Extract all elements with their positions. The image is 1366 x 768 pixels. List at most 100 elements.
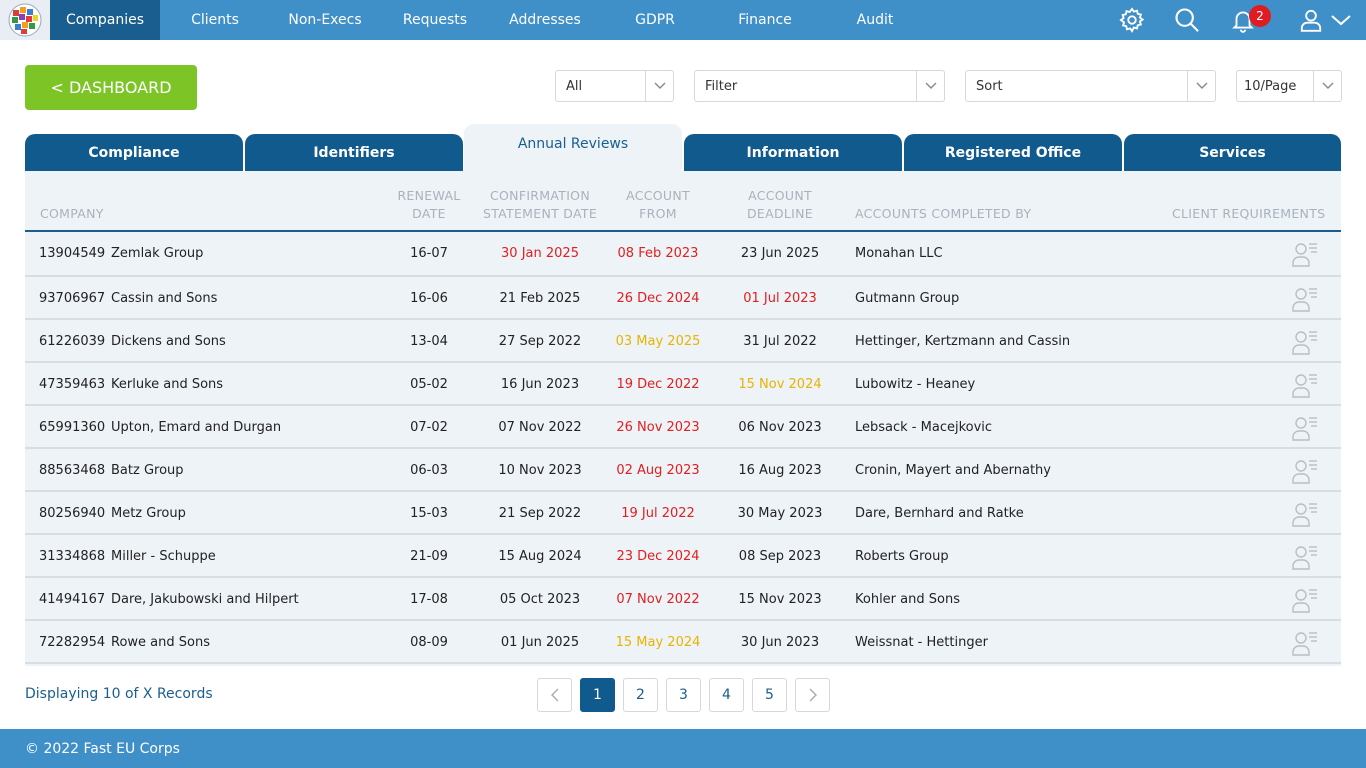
renewal-date: 17-08 xyxy=(410,592,448,607)
scope-select[interactable]: All xyxy=(555,70,674,102)
app-logo[interactable] xyxy=(0,0,50,40)
table-row[interactable]: 31334868 Miller - Schuppe 21-09 15 Aug 2024… xyxy=(25,535,1341,578)
company-name[interactable]: Rowe and Sons xyxy=(111,635,210,650)
gear-icon[interactable] xyxy=(1116,0,1148,40)
table-row[interactable]: 13904549 Zemlak Group 16-07 30 Jan 2025 08 F… xyxy=(25,232,1341,277)
nav-item-companies[interactable]: Companies xyxy=(50,0,160,40)
annual-reviews-table: COMPANY RENEWAL DATE CONFIRMATION STATEM… xyxy=(25,171,1341,666)
column-header-renewal-date[interactable]: RENEWAL DATE xyxy=(384,187,474,223)
tab-compliance[interactable]: Compliance xyxy=(25,134,243,171)
column-header-client-requirements[interactable]: CLIENT REQUIREMENTS xyxy=(1172,206,1326,221)
company-name[interactable]: Batz Group xyxy=(111,463,184,478)
tab-services[interactable]: Services xyxy=(1124,134,1341,171)
account-from-date: 26 Dec 2024 xyxy=(616,291,700,306)
search-icon[interactable] xyxy=(1172,0,1202,40)
table-row[interactable]: 88563468 Batz Group 06-03 10 Nov 2023 02 Aug… xyxy=(25,449,1341,492)
page-button-5[interactable]: 5 xyxy=(752,678,787,712)
column-header-line: ACCOUNT xyxy=(626,188,690,203)
company-number: 93706967 xyxy=(39,291,106,306)
confirmation-date: 16 Jun 2023 xyxy=(500,377,580,392)
dashboard-button[interactable]: < DASHBOARD xyxy=(25,65,197,110)
client-requirements-icon[interactable] xyxy=(1291,371,1319,399)
company-name[interactable]: Zemlak Group xyxy=(111,246,204,261)
company-number: 88563468 xyxy=(39,463,106,478)
table-row[interactable]: 72282954 Rowe and Sons 08-09 01 Jun 2025 15 … xyxy=(25,621,1341,664)
client-requirements-icon[interactable] xyxy=(1291,285,1319,313)
table-row[interactable]: 80256940 Metz Group 15-03 21 Sep 2022 19 Jul… xyxy=(25,492,1341,535)
page-button-1[interactable]: 1 xyxy=(580,678,615,712)
per-page-select[interactable]: 10/Page xyxy=(1236,70,1342,102)
account-deadline-date: 01 Jul 2023 xyxy=(743,291,817,306)
client-requirements-icon[interactable] xyxy=(1291,629,1319,657)
page-button-4[interactable]: 4 xyxy=(709,678,744,712)
column-header-account-deadline[interactable]: ACCOUNT DEADLINE xyxy=(730,187,830,223)
nav-item-label: Finance xyxy=(738,12,792,28)
client-requirements-icon[interactable] xyxy=(1291,543,1319,571)
accounts-completed-by: Lubowitz - Heaney xyxy=(855,377,976,392)
account-deadline-date: 23 Jun 2025 xyxy=(740,246,820,261)
company-name[interactable]: Dickens and Sons xyxy=(111,334,226,349)
prev-page-button[interactable] xyxy=(537,678,572,712)
renewal-date: 21-09 xyxy=(410,549,448,564)
next-page-button[interactable] xyxy=(795,678,830,712)
renewal-date: 16-07 xyxy=(410,246,448,261)
nav-item-gdpr[interactable]: GDPR xyxy=(600,0,710,40)
confirmation-date: 01 Jun 2025 xyxy=(500,635,580,650)
bell-icon[interactable] xyxy=(1228,0,1258,40)
user-icon[interactable] xyxy=(1296,0,1326,40)
company-name[interactable]: Upton, Emard and Durgan xyxy=(111,420,282,435)
renewal-date: 08-09 xyxy=(410,635,448,650)
column-header-company[interactable]: COMPANY xyxy=(40,206,104,221)
company-number: 47359463 xyxy=(39,377,106,392)
client-requirements-icon[interactable] xyxy=(1291,328,1319,356)
column-header-confirmation[interactable]: CONFIRMATION STATEMENT DATE xyxy=(475,187,605,223)
table-row[interactable]: 61226039 Dickens and Sons 13-04 27 Sep 2022… xyxy=(25,320,1341,363)
table-row[interactable]: 65991360 Upton, Emard and Durgan 07-02 07 N… xyxy=(25,406,1341,449)
filter-select[interactable]: Filter xyxy=(694,70,945,102)
tab-information[interactable]: Information xyxy=(684,134,902,171)
account-from-date: 23 Dec 2024 xyxy=(616,549,700,564)
company-number: 41494167 xyxy=(39,592,106,607)
footer: © 2022 Fast EU Corps xyxy=(0,729,1366,768)
nav-item-label: Non-Execs xyxy=(288,12,362,28)
client-requirements-icon[interactable] xyxy=(1291,240,1319,268)
client-requirements-icon[interactable] xyxy=(1291,414,1319,442)
client-requirements-icon[interactable] xyxy=(1291,457,1319,485)
account-from-date: 19 Dec 2022 xyxy=(616,377,700,392)
client-requirements-icon[interactable] xyxy=(1291,500,1319,528)
company-name[interactable]: Kerluke and Sons xyxy=(111,377,224,392)
table-row[interactable]: 47359463 Kerluke and Sons 05-02 16 Jun 2023… xyxy=(25,363,1341,406)
dashboard-button-label: < DASHBOARD xyxy=(50,78,172,97)
page-button-2[interactable]: 2 xyxy=(623,678,658,712)
column-header-account-from[interactable]: ACCOUNT FROM xyxy=(608,187,708,223)
account-from-date: 15 May 2024 xyxy=(615,635,701,650)
table-row[interactable]: 41494167 Dare, Jakubowski and Hilpert 17-0… xyxy=(25,578,1341,621)
renewal-date: 07-02 xyxy=(410,420,448,435)
nav-item-finance[interactable]: Finance xyxy=(710,0,820,40)
chevron-down-icon[interactable] xyxy=(1328,0,1354,40)
table-row[interactable]: 93706967 Cassin and Sons 16-06 21 Feb 2025 2… xyxy=(25,277,1341,320)
tab-annual-reviews[interactable]: Annual Reviews xyxy=(464,124,682,171)
company-name[interactable]: Miller - Schuppe xyxy=(111,549,216,564)
chevron-down-icon xyxy=(916,71,944,101)
company-name[interactable]: Dare, Jakubowski and Hilpert xyxy=(111,592,299,607)
tab-label: Information xyxy=(746,144,840,161)
company-name[interactable]: Metz Group xyxy=(111,506,186,521)
nav-item-non-execs[interactable]: Non-Execs xyxy=(270,0,380,40)
column-header-completed-by[interactable]: ACCOUNTS COMPLETED BY xyxy=(855,206,1032,221)
nav-item-addresses[interactable]: Addresses xyxy=(490,0,600,40)
accounts-completed-by: Hettinger, Kertzmann and Cassin xyxy=(855,334,1071,349)
client-requirements-icon[interactable] xyxy=(1291,586,1319,614)
notification-badge: 2 xyxy=(1249,5,1271,27)
tab-registered-office[interactable]: Registered Office xyxy=(904,134,1122,171)
sort-select[interactable]: Sort xyxy=(965,70,1216,102)
company-name[interactable]: Cassin and Sons xyxy=(111,291,218,306)
nav-item-audit[interactable]: Audit xyxy=(820,0,930,40)
page-button-3[interactable]: 3 xyxy=(666,678,701,712)
tab-identifiers[interactable]: Identifiers xyxy=(245,134,463,171)
account-deadline-date: 16 Aug 2023 xyxy=(738,463,822,478)
tab-label: Services xyxy=(1199,144,1266,161)
nav-item-clients[interactable]: Clients xyxy=(160,0,270,40)
nav-item-requests[interactable]: Requests xyxy=(380,0,490,40)
nav-item-label: Clients xyxy=(191,12,239,28)
